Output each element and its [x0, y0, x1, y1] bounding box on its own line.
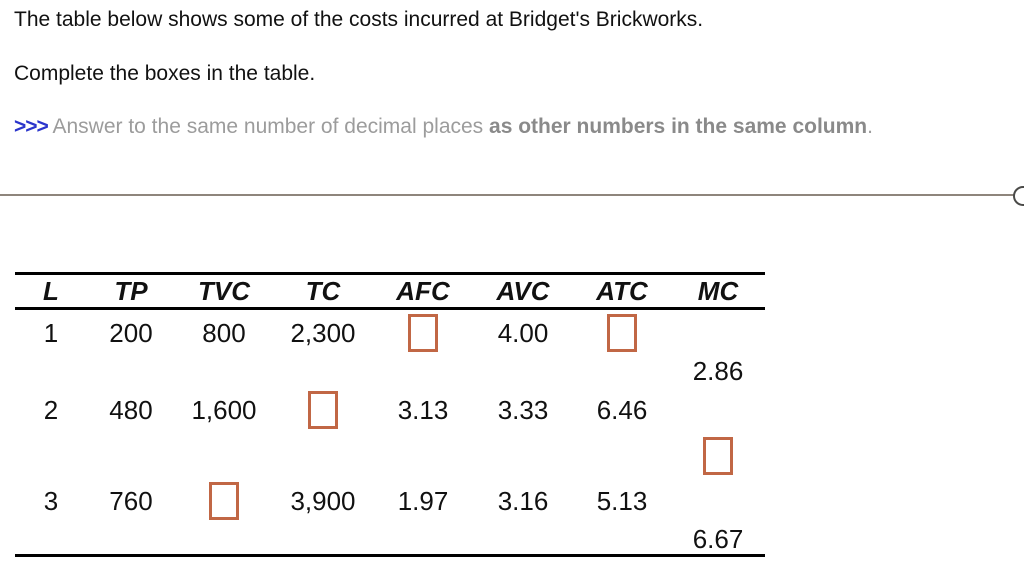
- hint-bold-text: as other numbers in the same column: [489, 115, 868, 138]
- cell-row3-mc: [671, 478, 765, 525]
- cell-row1-avc: 4.00: [497, 317, 549, 348]
- cell-row2-l: 2: [43, 395, 59, 425]
- col-header-l: L: [43, 276, 59, 306]
- answer-box-row2-tc[interactable]: [308, 391, 338, 429]
- cell-mc-between-2-3: [671, 434, 765, 478]
- col-header-tp: TP: [114, 276, 148, 306]
- table-row-3: 3 760 3,900 1.97 3.16 5.13: [15, 478, 765, 525]
- section-divider: [0, 194, 1015, 196]
- cell-row1-l: 1: [43, 317, 59, 348]
- cell-row3-l: 3: [43, 486, 59, 516]
- cell-row3-atc: 5.13: [596, 486, 648, 516]
- cell-row2-tvc: 1,600: [191, 395, 257, 425]
- cell-row2-afc: 3.13: [397, 395, 449, 425]
- instruction-line-1: The table below shows some of the costs …: [14, 8, 704, 31]
- col-header-tvc: TVC: [198, 276, 250, 306]
- instruction-line-2: Complete the boxes in the table.: [14, 62, 316, 85]
- col-header-afc: AFC: [396, 276, 450, 306]
- answer-box-row1-afc[interactable]: [408, 313, 438, 352]
- hint-period: .: [867, 115, 873, 138]
- costs-table: L TP TVC TC AFC AVC ATC MC 1 200 800 2,3…: [15, 272, 765, 557]
- cell-row2-atc: 6.46: [596, 395, 648, 425]
- cell-row1-mc: [671, 309, 765, 356]
- cell-row1-tvc: 800: [202, 317, 246, 348]
- cell-row1-tc: 2,300: [290, 317, 356, 348]
- cell-mc-between-1-2: 2.86: [692, 356, 744, 386]
- answer-box-row1-atc[interactable]: [607, 313, 637, 352]
- mc-row-spacer: [15, 356, 671, 387]
- table-row-1: 1 200 800 2,300 4.00: [15, 309, 765, 356]
- cell-row3-avc: 3.16: [497, 486, 549, 516]
- cell-row2-mc: [671, 387, 765, 434]
- hint-chevrons-icon: >>>: [14, 115, 49, 138]
- col-header-tc: TC: [305, 276, 341, 306]
- mc-row-between-2-3: [15, 434, 765, 478]
- col-header-mc: MC: [697, 276, 739, 306]
- cell-row3-tp: 760: [109, 486, 153, 516]
- mc-row-between-1-2: 2.86: [15, 356, 765, 387]
- col-header-avc: AVC: [496, 276, 550, 306]
- cell-row3-tc: 3,900: [290, 486, 356, 516]
- table-row-2: 2 480 1,600 3.13 3.33 6.46: [15, 387, 765, 434]
- col-header-atc: ATC: [596, 276, 648, 306]
- mc-row-spacer: [15, 434, 671, 478]
- cell-row1-atc: [573, 309, 671, 356]
- cell-row3-tvc: [175, 478, 273, 525]
- cell-row2-avc: 3.33: [497, 395, 549, 425]
- cell-row3-afc: 1.97: [397, 486, 449, 516]
- hint-text: Answer to the same number of decimal pla…: [47, 115, 490, 138]
- answer-format-hint: >>> Answer to the same number of decimal…: [14, 114, 873, 139]
- cell-row1-afc: [373, 309, 473, 356]
- cell-row1-tp: 200: [109, 317, 153, 348]
- cell-mc-below-3: 6.67: [692, 524, 744, 555]
- answer-box-row3-tvc[interactable]: [209, 482, 239, 520]
- header-row: L TP TVC TC AFC AVC ATC MC: [15, 274, 765, 309]
- answer-box-mc-between-2-3[interactable]: [703, 436, 733, 475]
- divider-handle-icon[interactable]: [1013, 186, 1024, 206]
- cell-row2-tc: [273, 387, 373, 434]
- mc-row-spacer: [15, 525, 671, 556]
- mc-row-below-3: 6.67: [15, 525, 765, 556]
- cell-row2-tp: 480: [109, 395, 153, 425]
